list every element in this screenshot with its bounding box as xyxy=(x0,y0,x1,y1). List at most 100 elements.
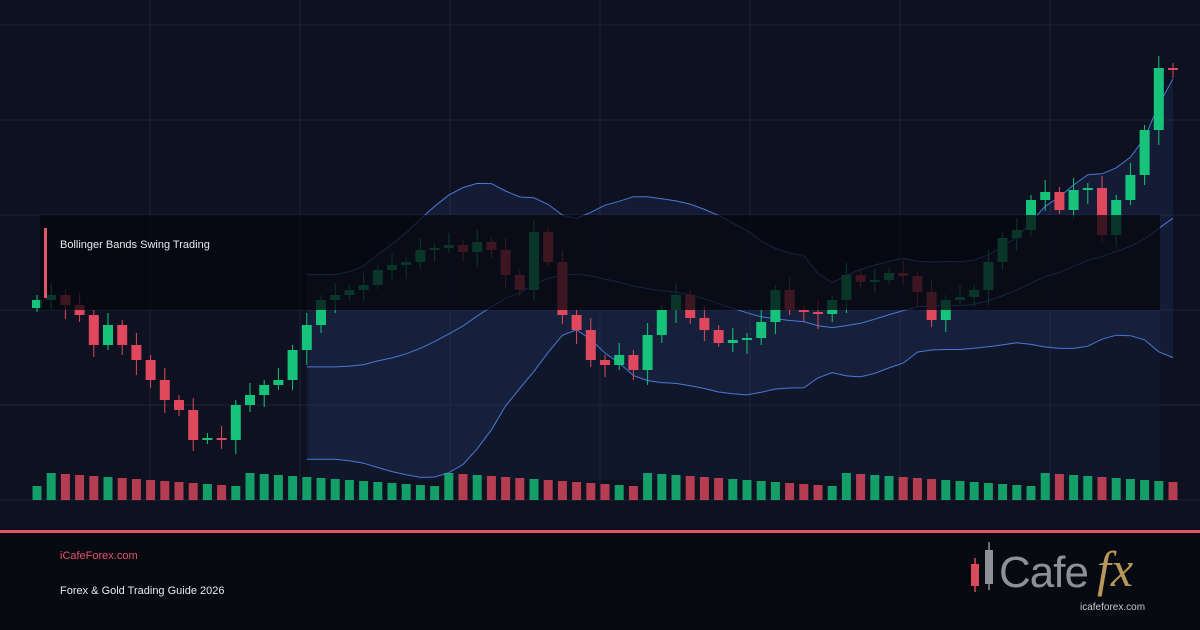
candle xyxy=(88,315,99,345)
volume-bar xyxy=(870,475,880,500)
volume-bar xyxy=(898,477,908,500)
volume-bar xyxy=(1168,482,1178,500)
candle xyxy=(813,312,823,314)
candle xyxy=(756,322,767,338)
volume-bar xyxy=(756,481,766,500)
candle xyxy=(642,335,653,370)
candle xyxy=(656,310,667,335)
volume-bar xyxy=(373,482,383,500)
volume-bar xyxy=(344,480,354,500)
volume-bar xyxy=(770,482,780,500)
volume-bar xyxy=(1054,474,1064,500)
candle xyxy=(571,315,582,330)
volume-bar xyxy=(174,482,184,500)
volume-bar xyxy=(89,476,99,500)
volume-bar xyxy=(231,486,241,500)
footer-bg xyxy=(0,533,1200,630)
candle xyxy=(742,338,752,340)
candle xyxy=(600,360,610,365)
band-panel xyxy=(310,310,1160,480)
volume-bar xyxy=(1154,481,1164,500)
candle xyxy=(1153,68,1164,130)
volume-bar xyxy=(813,485,823,500)
candle xyxy=(1068,190,1079,210)
volume-bar xyxy=(841,473,851,500)
volume-bar xyxy=(927,479,937,500)
candle xyxy=(1040,192,1051,200)
candle xyxy=(1082,188,1093,190)
volume-bar xyxy=(430,486,440,500)
candle xyxy=(145,360,156,380)
candle xyxy=(628,355,639,370)
candle xyxy=(131,345,142,360)
volume-bar xyxy=(799,484,809,500)
volume-bar xyxy=(572,482,582,500)
volume-bar xyxy=(657,474,667,500)
volume-bar xyxy=(103,477,113,500)
volume-bar xyxy=(46,473,56,500)
volume-bar xyxy=(288,476,298,500)
candle xyxy=(798,310,809,312)
volume-bar xyxy=(217,485,227,500)
volume-bar xyxy=(1125,479,1135,500)
volume-bar xyxy=(912,478,922,500)
logo-url: icafeforex.com xyxy=(1080,602,1146,613)
candle xyxy=(273,380,284,385)
title-panel xyxy=(40,215,1160,310)
candle xyxy=(103,325,113,345)
volume-bar xyxy=(969,482,979,500)
volume-bar xyxy=(557,481,567,500)
volume-bar xyxy=(131,479,141,500)
candle xyxy=(614,355,625,365)
volume-bar xyxy=(330,479,340,500)
volume-bar xyxy=(273,475,283,500)
brand-right: fx xyxy=(1097,541,1134,597)
volume-bar xyxy=(643,473,653,500)
volume-bar xyxy=(699,477,709,500)
volume-bar xyxy=(983,483,993,500)
candle xyxy=(202,438,213,440)
candle xyxy=(245,395,255,405)
volume-bar xyxy=(32,486,42,500)
volume-bar xyxy=(146,480,156,500)
site-link[interactable]: iCafeForex.com xyxy=(60,550,138,562)
volume-bar xyxy=(628,486,638,500)
candle xyxy=(1139,130,1150,175)
candle xyxy=(713,330,724,343)
volume-bar xyxy=(827,486,837,500)
volume-bar xyxy=(501,477,511,500)
candle xyxy=(287,350,298,380)
volume-bar xyxy=(75,475,85,500)
volume-bar xyxy=(359,481,369,500)
band-line xyxy=(306,329,1174,478)
volume-bar xyxy=(685,476,695,500)
volume-bar xyxy=(472,475,482,500)
volume-bar xyxy=(1111,478,1121,500)
volume-bar xyxy=(1140,480,1150,500)
volume-bar xyxy=(1026,486,1036,500)
volume-bar xyxy=(856,474,866,500)
volume-bar xyxy=(188,483,198,500)
candle xyxy=(1054,192,1065,210)
volume-bar xyxy=(302,477,312,500)
candle xyxy=(301,325,312,350)
volume-bar xyxy=(245,473,255,500)
volume-bar xyxy=(387,483,397,500)
candle xyxy=(159,380,170,400)
volume-bar xyxy=(529,479,539,500)
volume-bar xyxy=(401,484,411,500)
guide-label: Forex & Gold Trading Guide 2026 xyxy=(60,585,225,597)
candle xyxy=(1097,188,1107,235)
candle xyxy=(1125,175,1136,200)
volume-bar xyxy=(160,481,170,500)
volume-bar xyxy=(1097,477,1107,500)
volume-bar xyxy=(1083,476,1093,500)
logo: Cafe fx icafeforex.com xyxy=(965,540,1165,620)
candle xyxy=(259,385,270,395)
volume-bar xyxy=(316,478,326,500)
volume-bar xyxy=(1069,475,1079,500)
candle xyxy=(1168,68,1178,70)
volume-bar xyxy=(1012,485,1022,500)
volume-bar xyxy=(415,485,425,500)
